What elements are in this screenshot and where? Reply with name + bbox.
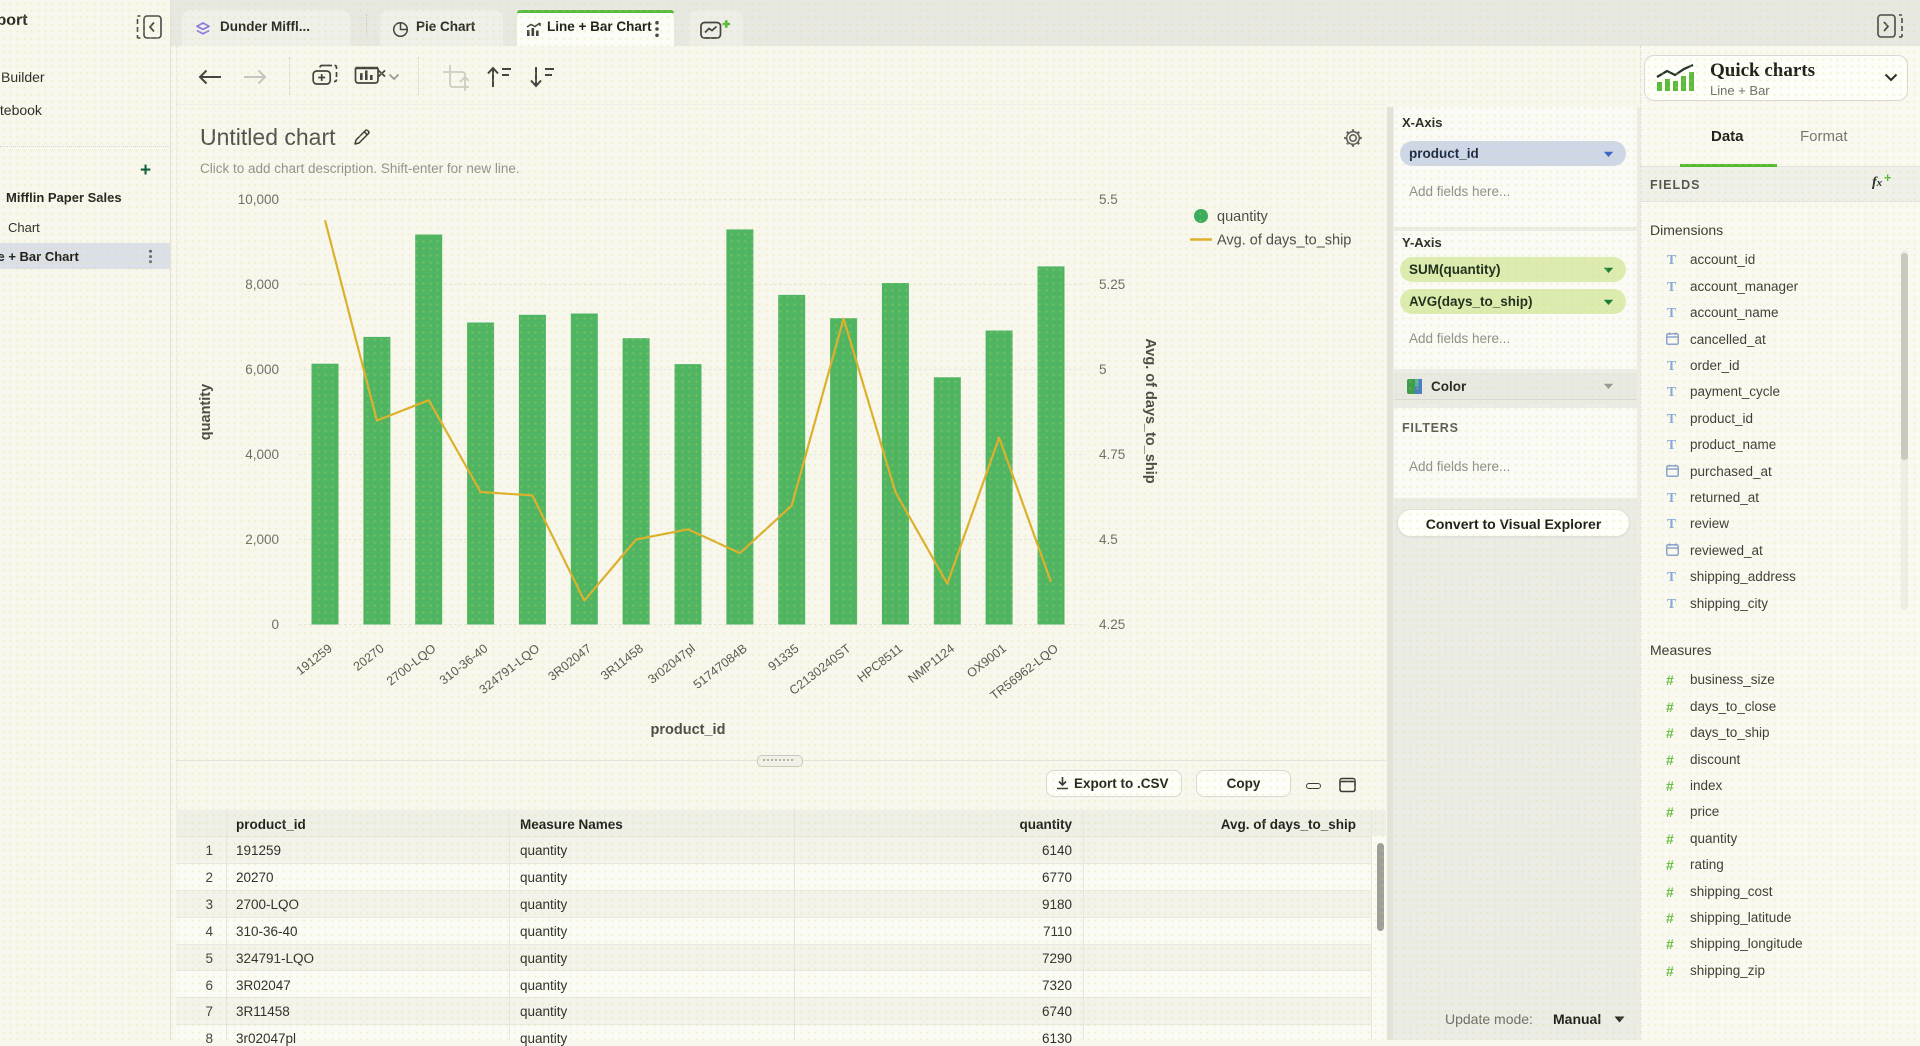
svg-text:2700-LQO: 2700-LQO bbox=[384, 641, 439, 688]
svg-text:OX9001: OX9001 bbox=[964, 641, 1009, 680]
svg-text:Avg. of days_to_ship: Avg. of days_to_ship bbox=[1142, 338, 1158, 483]
svg-text:2,000: 2,000 bbox=[245, 532, 279, 547]
svg-text:quantity: quantity bbox=[1217, 209, 1269, 225]
svg-text:20270: 20270 bbox=[351, 641, 387, 673]
svg-text:5: 5 bbox=[1099, 362, 1107, 377]
svg-text:Avg. of days_to_ship: Avg. of days_to_ship bbox=[1217, 233, 1351, 249]
svg-text:191259: 191259 bbox=[293, 641, 335, 678]
svg-text:0: 0 bbox=[271, 617, 279, 632]
svg-text:5.5: 5.5 bbox=[1099, 192, 1118, 207]
svg-text:6,000: 6,000 bbox=[245, 362, 279, 377]
svg-text:4,000: 4,000 bbox=[245, 447, 279, 462]
svg-text:8,000: 8,000 bbox=[245, 277, 279, 292]
svg-text:4.25: 4.25 bbox=[1099, 617, 1125, 632]
svg-text:NMP1124: NMP1124 bbox=[905, 641, 957, 686]
svg-text:3r02047pl: 3r02047pl bbox=[645, 641, 697, 686]
svg-text:10,000: 10,000 bbox=[238, 192, 279, 207]
svg-text:5.25: 5.25 bbox=[1099, 277, 1125, 292]
svg-text:91335: 91335 bbox=[766, 641, 802, 673]
svg-text:product_id: product_id bbox=[651, 722, 726, 738]
svg-text:HPC8511: HPC8511 bbox=[855, 641, 906, 685]
svg-text:3R02047: 3R02047 bbox=[546, 641, 595, 683]
svg-text:51747084B: 51747084B bbox=[691, 641, 750, 691]
svg-text:4.75: 4.75 bbox=[1099, 447, 1125, 462]
svg-text:4.5: 4.5 bbox=[1099, 532, 1118, 547]
svg-text:quantity: quantity bbox=[198, 384, 214, 440]
svg-text:3R11458: 3R11458 bbox=[598, 641, 646, 683]
